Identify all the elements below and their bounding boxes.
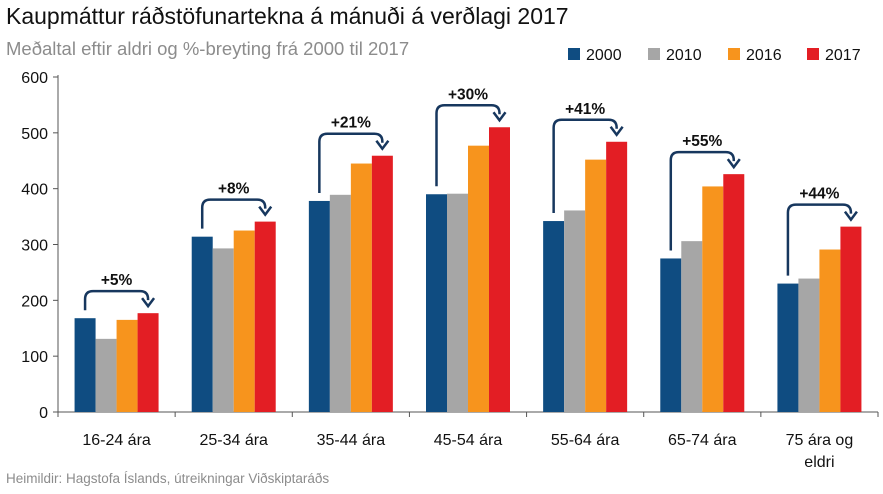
bar-2000: [308, 200, 330, 412]
y-tick-label: 300: [21, 238, 48, 255]
bar-2000: [777, 283, 799, 412]
legend-swatch-2016: [728, 48, 740, 60]
bar-2000: [543, 221, 565, 412]
bar-2000: [74, 318, 96, 412]
bar-2010: [329, 194, 351, 412]
bar-2000: [191, 236, 213, 412]
bar-2010: [447, 193, 468, 412]
y-tick-label: 100: [21, 349, 48, 366]
x-category-label: 65-74 ára: [668, 432, 737, 449]
change-arrow-line: [435, 104, 501, 187]
change-arrow-line: [318, 132, 384, 193]
change-arrow-head: [375, 139, 390, 151]
chart-subtitle: Meðaltal eftir aldri og %-breyting frá 2…: [6, 38, 410, 59]
change-arrow-head: [258, 205, 273, 217]
bar-2017: [371, 155, 393, 412]
y-tick-label: 500: [21, 126, 48, 143]
x-category-label: eldri: [804, 454, 834, 471]
bar-2016: [350, 163, 372, 412]
change-label: +5%: [101, 272, 133, 289]
change-arrow-head: [726, 158, 741, 170]
change-label: +21%: [331, 115, 371, 132]
y-tick-label: 400: [21, 182, 48, 199]
legend-label: 2000: [586, 47, 622, 64]
change-label: +8%: [218, 181, 250, 198]
bar-2016: [468, 145, 489, 413]
change-arrow-head: [492, 111, 507, 123]
bar-2000: [660, 258, 682, 412]
bar-2017: [723, 174, 745, 412]
legend-swatch-2010: [648, 48, 660, 60]
bar-2010: [681, 241, 703, 412]
y-tick-label: 0: [39, 405, 48, 422]
legend-label: 2016: [746, 47, 782, 64]
bar-2016: [585, 159, 607, 412]
legend-label: 2017: [825, 47, 861, 64]
y-tick-label: 600: [21, 70, 48, 87]
bar-2010: [798, 278, 820, 412]
change-arrow-line: [786, 203, 853, 276]
x-category-label: 25-34 ára: [199, 432, 268, 449]
legend-swatch-2000: [568, 48, 580, 60]
x-category-label: 75 ára og: [786, 432, 854, 449]
change-arrow-line: [552, 118, 618, 214]
bar-2016: [702, 186, 724, 412]
bar-2017: [606, 141, 628, 412]
bar-2016: [819, 249, 841, 412]
change-label: +55%: [682, 133, 722, 150]
bar-2017: [137, 313, 159, 412]
chart-title: Kaupmáttur ráðstöfunartekna á mánuði á v…: [6, 3, 569, 29]
change-label: +41%: [565, 101, 605, 118]
change-label: +44%: [799, 186, 839, 203]
bar-2017: [254, 221, 276, 412]
x-category-label: 35-44 ára: [317, 432, 386, 449]
x-category-label: 45-54 ára: [434, 432, 503, 449]
change-arrow-head: [843, 210, 858, 222]
change-label: +30%: [448, 86, 488, 103]
x-category-label: 55-64 ára: [551, 432, 620, 449]
change-arrow-line: [83, 289, 150, 311]
x-category-label: 16-24 ára: [82, 432, 151, 449]
legend-label: 2010: [666, 47, 702, 64]
bar-2010: [564, 210, 586, 412]
change-arrow-head: [141, 297, 156, 309]
change-arrow-line: [669, 150, 736, 251]
bar-2017: [840, 226, 862, 412]
bar-2010: [212, 248, 234, 412]
bar-2017: [489, 127, 510, 412]
legend-swatch-2017: [807, 48, 819, 60]
bar-2000: [426, 194, 447, 412]
bar-2016: [116, 319, 138, 412]
source-note: Heimildir: Hagstofa Íslands, útreikninga…: [6, 471, 330, 486]
y-tick-label: 200: [21, 293, 48, 310]
change-arrow-head: [609, 126, 624, 137]
bar-2010: [95, 338, 117, 412]
change-arrow-line: [200, 198, 267, 229]
bar-2016: [233, 230, 255, 412]
